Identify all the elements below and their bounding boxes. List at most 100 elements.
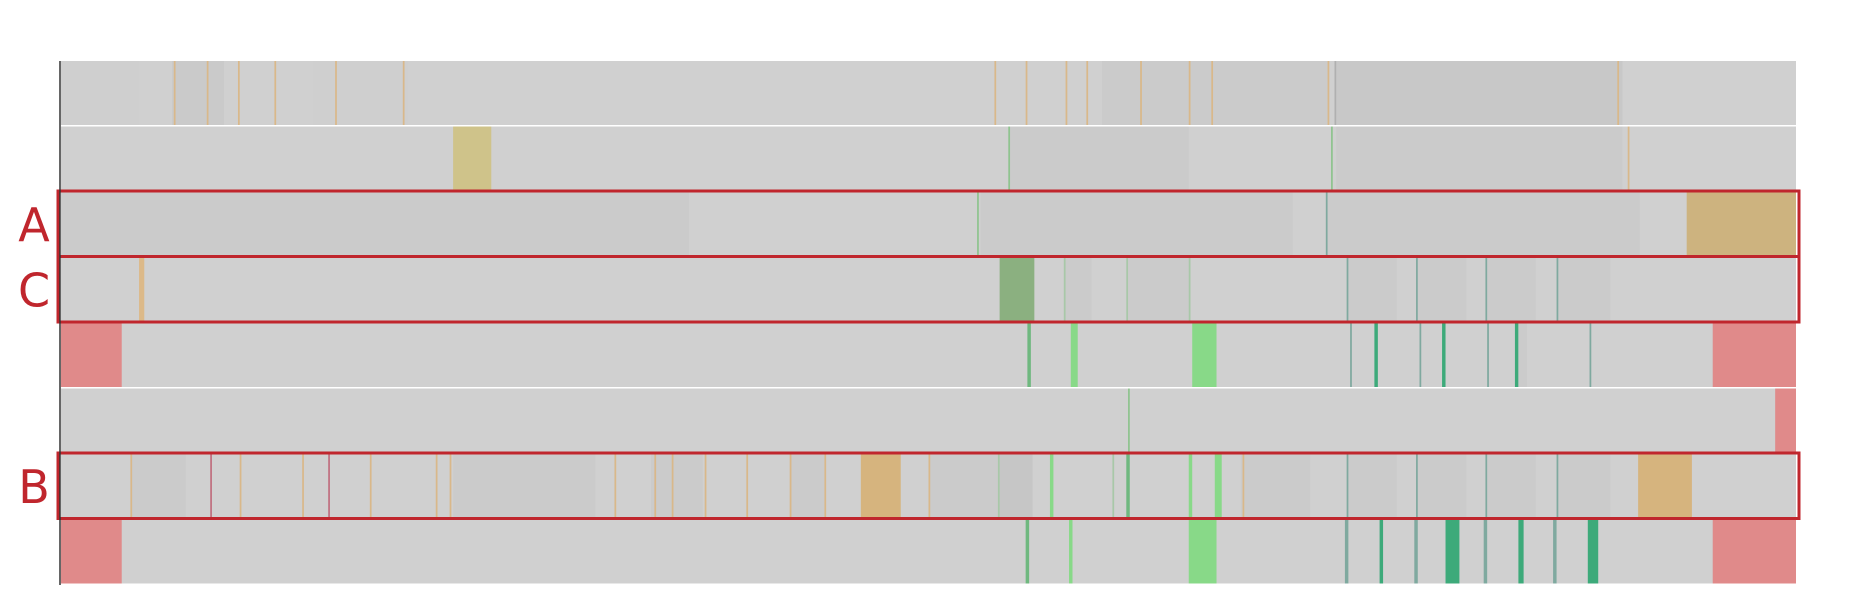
track-segment: [1483, 519, 1488, 584]
track-label: A: [18, 198, 50, 252]
track-segment: [1327, 192, 1640, 256]
track-segment: [994, 61, 997, 125]
track-segment: [997, 454, 1000, 518]
track-segment: [1712, 519, 1796, 584]
track-segment: [1188, 519, 1217, 584]
track-segment: [1514, 323, 1519, 387]
track-row: [61, 126, 1796, 191]
track-segment: [1336, 61, 1623, 125]
track-segment: [1128, 257, 1189, 322]
track-segment: [1334, 61, 1337, 125]
track-segment: [704, 454, 707, 518]
track-segment: [1485, 257, 1488, 322]
track-segment: [999, 257, 1035, 322]
track-segment: [1775, 388, 1796, 453]
track-segment: [654, 454, 657, 518]
track-segment: [130, 454, 186, 518]
track-segment: [1556, 257, 1559, 322]
track-segment: [1069, 519, 1073, 584]
track-segment: [312, 61, 408, 125]
track-segment: [206, 61, 209, 125]
track-segment: [928, 454, 931, 518]
track-row: [61, 61, 1796, 125]
track-segment: [1346, 454, 1349, 518]
track-segment: [1379, 519, 1384, 584]
track-segment: [1063, 257, 1092, 322]
track-segment: [1419, 323, 1422, 387]
track-segment: [671, 454, 674, 518]
track-segment: [1211, 61, 1214, 125]
track-background: [61, 388, 1796, 453]
track-segment: [860, 454, 901, 518]
track-segment: [1331, 126, 1333, 191]
track-segment: [980, 192, 1293, 256]
track-row: [61, 519, 1796, 584]
track-segment: [173, 61, 176, 125]
track-segment: [997, 454, 1033, 518]
track-segment: [1025, 61, 1028, 125]
track-segment: [1553, 519, 1557, 584]
track-segment: [789, 454, 825, 518]
track-segment: [1487, 454, 1536, 518]
track-background: [61, 519, 1796, 584]
track-segment: [1240, 454, 1311, 518]
track-segment: [1063, 257, 1066, 322]
track-segment: [1126, 454, 1130, 518]
track-segment: [1350, 323, 1352, 387]
track-segment: [237, 61, 240, 125]
tracks-layer: [61, 61, 1796, 584]
track-segment: [1487, 257, 1536, 322]
track-segment: [1414, 519, 1418, 584]
track-segment: [453, 454, 596, 518]
track-segment: [928, 454, 998, 518]
track-background: [61, 323, 1796, 387]
track-segment: [61, 192, 690, 256]
track-segment: [335, 61, 337, 125]
track-segment: [1346, 257, 1349, 322]
track-segment: [1325, 192, 1328, 256]
track-segment: [1348, 454, 1397, 518]
track-label: B: [18, 460, 50, 514]
track-segment: [61, 323, 122, 387]
track-segment: [139, 257, 145, 322]
track-segment: [1348, 257, 1397, 322]
track-segment: [1242, 454, 1245, 518]
track-segment: [1344, 519, 1349, 584]
track-segment: [130, 454, 133, 518]
track-segment: [1589, 323, 1592, 387]
track-segment: [1556, 454, 1559, 518]
track-segment: [1214, 454, 1222, 518]
track-segment: [1558, 454, 1611, 518]
track-label: C: [18, 263, 50, 317]
track-segment: [449, 454, 452, 518]
track-segment: [1445, 519, 1460, 584]
track-segment: [1417, 257, 1467, 322]
track-segment: [1086, 61, 1089, 125]
track-segment: [1070, 323, 1078, 387]
track-segment: [1638, 454, 1692, 518]
track-segment: [1188, 454, 1193, 518]
track-segment: [172, 61, 225, 125]
track-segment: [1627, 126, 1630, 191]
track-segment: [1027, 323, 1031, 387]
track-segment: [274, 61, 277, 125]
track-segment: [1558, 257, 1611, 322]
track-segment: [650, 454, 703, 518]
track-segment: [1416, 454, 1418, 518]
track-segment: [1374, 323, 1378, 387]
track-row: [61, 388, 1796, 453]
track-segment: [402, 61, 405, 125]
labels-layer: AC B: [18, 198, 50, 514]
track-segment: [824, 454, 827, 518]
track-segment: [1617, 61, 1620, 125]
track-segment: [1008, 126, 1189, 191]
track-segment: [61, 519, 122, 584]
track-segment: [453, 126, 492, 191]
track-segment: [1587, 519, 1599, 584]
track-segment: [1188, 61, 1191, 125]
track-row: [61, 454, 1796, 518]
track-segment: [1417, 454, 1467, 518]
track-segment: [1485, 454, 1488, 518]
track-segment: [1442, 323, 1446, 387]
